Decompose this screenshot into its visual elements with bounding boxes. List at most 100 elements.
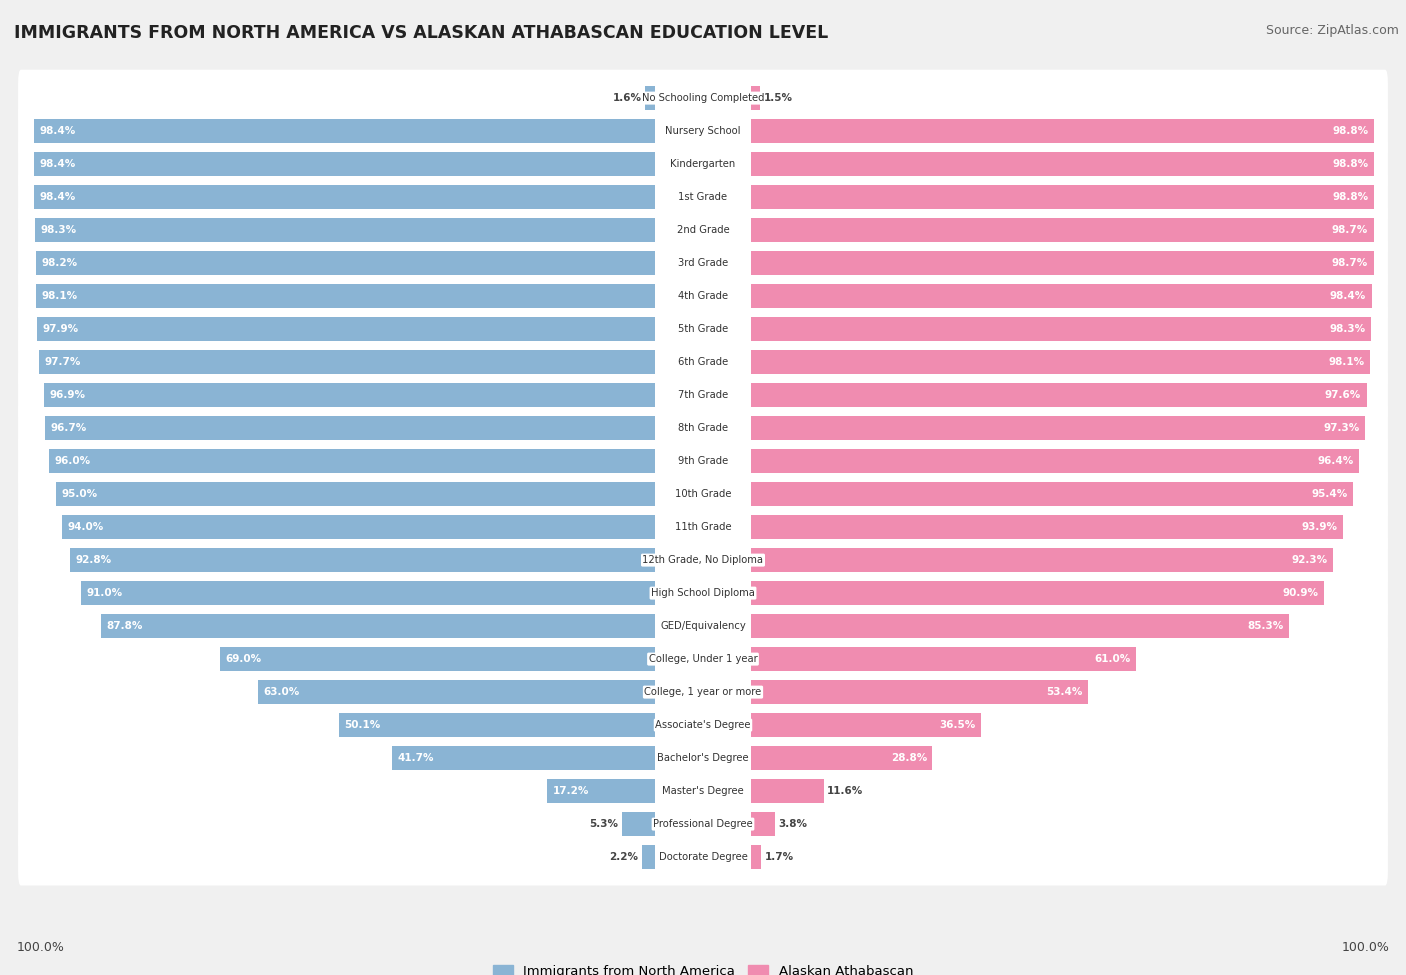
Text: 98.4%: 98.4% xyxy=(39,159,76,169)
Text: 11th Grade: 11th Grade xyxy=(675,522,731,532)
Text: 61.0%: 61.0% xyxy=(1094,654,1130,664)
Text: 17.2%: 17.2% xyxy=(553,786,589,797)
Text: GED/Equivalency: GED/Equivalency xyxy=(661,621,745,631)
Text: 100.0%: 100.0% xyxy=(1341,941,1389,954)
Text: 12th Grade, No Diploma: 12th Grade, No Diploma xyxy=(643,555,763,566)
Bar xyxy=(82,581,655,604)
Text: 1.6%: 1.6% xyxy=(613,93,643,103)
Text: 98.8%: 98.8% xyxy=(1333,159,1369,169)
FancyBboxPatch shape xyxy=(18,367,1388,423)
Bar xyxy=(751,449,1360,473)
FancyBboxPatch shape xyxy=(18,235,1388,292)
Text: Professional Degree: Professional Degree xyxy=(654,819,752,829)
FancyBboxPatch shape xyxy=(18,466,1388,523)
Text: 98.1%: 98.1% xyxy=(42,292,77,301)
Text: 1.7%: 1.7% xyxy=(765,852,794,862)
Bar xyxy=(751,581,1324,604)
Bar xyxy=(751,218,1374,242)
Bar xyxy=(56,483,655,506)
Bar xyxy=(621,812,655,836)
FancyBboxPatch shape xyxy=(18,169,1388,225)
Text: 53.4%: 53.4% xyxy=(1046,687,1083,697)
FancyBboxPatch shape xyxy=(18,762,1388,819)
Text: 10th Grade: 10th Grade xyxy=(675,489,731,499)
Bar xyxy=(751,812,775,836)
Bar xyxy=(49,449,655,473)
Text: 8th Grade: 8th Grade xyxy=(678,423,728,433)
Bar xyxy=(751,285,1372,308)
Bar xyxy=(751,714,981,737)
Text: College, 1 year or more: College, 1 year or more xyxy=(644,687,762,697)
Text: 69.0%: 69.0% xyxy=(225,654,262,664)
Text: Source: ZipAtlas.com: Source: ZipAtlas.com xyxy=(1265,24,1399,37)
Bar xyxy=(44,383,655,407)
Text: 36.5%: 36.5% xyxy=(939,721,976,730)
Text: 92.3%: 92.3% xyxy=(1292,555,1327,566)
Bar xyxy=(751,681,1088,704)
Text: 97.6%: 97.6% xyxy=(1324,390,1361,400)
Bar xyxy=(751,350,1369,374)
Text: 98.4%: 98.4% xyxy=(1330,292,1367,301)
Bar xyxy=(339,714,655,737)
Bar xyxy=(751,86,761,110)
Text: 1st Grade: 1st Grade xyxy=(679,192,727,202)
Text: 98.7%: 98.7% xyxy=(1331,225,1368,235)
Text: 95.0%: 95.0% xyxy=(62,489,97,499)
Text: Kindergarten: Kindergarten xyxy=(671,159,735,169)
Bar xyxy=(751,252,1374,275)
Bar xyxy=(751,383,1367,407)
FancyBboxPatch shape xyxy=(18,268,1388,325)
Text: 5th Grade: 5th Grade xyxy=(678,324,728,334)
Text: 11.6%: 11.6% xyxy=(827,786,863,797)
Bar xyxy=(257,681,655,704)
Bar xyxy=(547,779,655,803)
Text: 98.2%: 98.2% xyxy=(41,258,77,268)
FancyBboxPatch shape xyxy=(18,829,1388,885)
Text: 5.3%: 5.3% xyxy=(589,819,619,829)
Text: 85.3%: 85.3% xyxy=(1247,621,1284,631)
Legend: Immigrants from North America, Alaskan Athabascan: Immigrants from North America, Alaskan A… xyxy=(488,959,918,975)
Bar xyxy=(35,218,655,242)
FancyBboxPatch shape xyxy=(18,796,1388,852)
Text: 92.8%: 92.8% xyxy=(75,555,111,566)
Text: 3.8%: 3.8% xyxy=(778,819,807,829)
Text: 50.1%: 50.1% xyxy=(344,721,381,730)
Text: 41.7%: 41.7% xyxy=(398,753,434,763)
Text: 98.3%: 98.3% xyxy=(1330,324,1365,334)
Bar xyxy=(219,647,655,671)
Text: 98.3%: 98.3% xyxy=(41,225,76,235)
Text: 97.3%: 97.3% xyxy=(1323,423,1360,433)
FancyBboxPatch shape xyxy=(18,598,1388,654)
Bar xyxy=(39,350,655,374)
Bar xyxy=(751,614,1289,638)
Bar xyxy=(751,515,1343,539)
Text: 93.9%: 93.9% xyxy=(1302,522,1339,532)
Text: 96.4%: 96.4% xyxy=(1317,456,1354,466)
Bar xyxy=(751,647,1136,671)
FancyBboxPatch shape xyxy=(18,631,1388,687)
Text: 97.7%: 97.7% xyxy=(44,357,80,368)
Text: 6th Grade: 6th Grade xyxy=(678,357,728,368)
Bar xyxy=(38,317,655,341)
FancyBboxPatch shape xyxy=(18,697,1388,754)
Bar xyxy=(751,779,824,803)
Text: 7th Grade: 7th Grade xyxy=(678,390,728,400)
Bar xyxy=(751,119,1374,143)
Text: 98.4%: 98.4% xyxy=(39,126,76,137)
FancyBboxPatch shape xyxy=(18,333,1388,390)
Text: 100.0%: 100.0% xyxy=(17,941,65,954)
Text: 28.8%: 28.8% xyxy=(890,753,927,763)
FancyBboxPatch shape xyxy=(18,729,1388,787)
Text: 98.4%: 98.4% xyxy=(39,192,76,202)
Text: 98.7%: 98.7% xyxy=(1331,258,1368,268)
Text: 96.0%: 96.0% xyxy=(55,456,91,466)
FancyBboxPatch shape xyxy=(18,499,1388,556)
Text: No Schooling Completed: No Schooling Completed xyxy=(641,93,765,103)
Bar xyxy=(34,119,655,143)
Text: Associate's Degree: Associate's Degree xyxy=(655,721,751,730)
Text: 94.0%: 94.0% xyxy=(67,522,104,532)
FancyBboxPatch shape xyxy=(18,531,1388,589)
Text: 87.8%: 87.8% xyxy=(107,621,143,631)
Bar xyxy=(45,416,655,440)
Bar xyxy=(62,515,655,539)
